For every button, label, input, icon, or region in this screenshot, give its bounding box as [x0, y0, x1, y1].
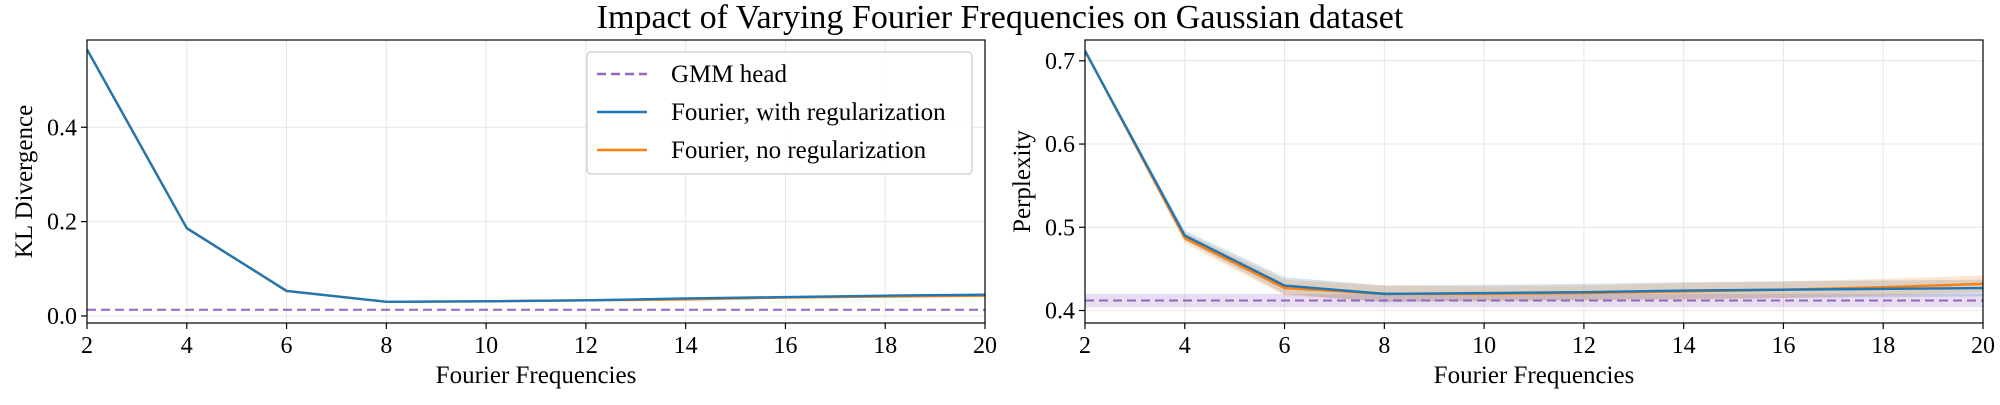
x-tick-label: 16 — [773, 333, 797, 359]
plot-area — [87, 48, 985, 311]
plot-area — [1085, 50, 1983, 308]
x-tick-label: 18 — [873, 333, 897, 359]
x-tick-label: 20 — [1971, 333, 1995, 359]
legend-box — [586, 51, 973, 175]
figure-title: Impact of Varying Fourier Frequencies on… — [597, 0, 1404, 36]
y-tick-label: 0.2 — [47, 210, 77, 236]
y-tick-label: 0.5 — [1045, 215, 1075, 241]
axes-frame — [86, 39, 986, 324]
series-band — [1085, 50, 1983, 302]
y-axis-label: KL Divergence — [11, 105, 38, 258]
x-axis-label: Fourier Frequencies — [436, 362, 637, 389]
x-tick-label: 8 — [380, 333, 392, 359]
x-tick-label: 14 — [674, 333, 698, 359]
x-tick-label: 8 — [1378, 333, 1390, 359]
x-tick-label: 6 — [1279, 333, 1291, 359]
legend-label: Fourier, with regularization — [671, 99, 946, 126]
y-tick-label: 0.7 — [1045, 49, 1075, 75]
y-tick-label: 0.0 — [47, 304, 77, 330]
legend-label: Fourier, no regularization — [671, 137, 927, 164]
x-tick-label: 10 — [1472, 333, 1496, 359]
series-line-with-regularization — [1085, 50, 1983, 296]
x-tick-label: 14 — [1672, 333, 1696, 359]
x-tick-label: 12 — [1572, 333, 1596, 359]
x-tick-label: 4 — [1179, 333, 1191, 359]
x-tick-label: 16 — [1771, 333, 1795, 359]
subplot-1: 2 4 6 8 10 12 14 16 18 20 0.0 0.2 0.4 Fourier Frequen… — [11, 39, 997, 389]
y-tick-label: 0.4 — [1045, 299, 1075, 325]
x-tick-label: 6 — [281, 333, 293, 359]
axes-frame — [1084, 39, 1984, 324]
x-tick-label: 4 — [181, 333, 193, 359]
x-tick-label: 2 — [81, 333, 93, 359]
y-tick-label: 0.4 — [47, 115, 77, 141]
y-tick-label: 0.6 — [1045, 132, 1075, 158]
x-tick-label: 18 — [1871, 333, 1895, 359]
y-axis-label: Perplexity — [1009, 130, 1036, 233]
legend: GMM head Fourier, with regularization Four… — [586, 51, 973, 175]
x-tick-label: 2 — [1079, 333, 1091, 359]
x-tick-label: 12 — [574, 333, 598, 359]
series-line-with-regularization — [87, 48, 985, 303]
subplot-2: 2 4 6 8 10 12 14 16 18 20 0.4 0.5 0.6 0.7 Fourier Freq… — [1009, 39, 1995, 389]
x-tick-label: 10 — [474, 333, 498, 359]
legend-label: GMM head — [671, 61, 787, 88]
series-band — [1085, 50, 1983, 303]
x-tick-label: 20 — [973, 333, 997, 359]
x-axis-label: Fourier Frequencies — [1434, 362, 1635, 389]
